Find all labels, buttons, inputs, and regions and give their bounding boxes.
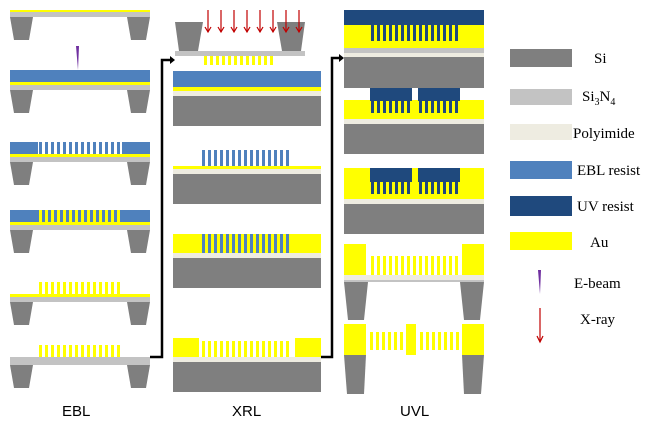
ebl-step-3	[10, 142, 150, 185]
uvl-step-4	[344, 244, 484, 320]
uvl-step-3	[344, 168, 484, 234]
x-ray-arrow-icon	[269, 9, 277, 33]
ebl-step-6	[10, 345, 150, 388]
legend-label-e-beam: E-beam	[574, 276, 621, 292]
x-ray-arrow-icon	[217, 9, 225, 33]
legend-label-polyimide: Polyimide	[573, 126, 635, 142]
x-ray-arrows	[204, 9, 303, 33]
e-beam-icon	[538, 270, 541, 294]
column-label-uvl: UVL	[400, 403, 429, 420]
xrl-step-3	[173, 150, 321, 204]
legend-swatch-si3n4	[510, 89, 572, 105]
uvl-step-5	[344, 324, 484, 394]
x-ray-arrow-icon	[256, 9, 264, 33]
xrl-step-1	[175, 9, 305, 65]
legend: Si Si3N4 Polyimide EBL resist UV resist …	[510, 49, 641, 344]
legend-label-uv-resist: UV resist	[577, 199, 635, 215]
xrl-step-2	[173, 71, 321, 126]
legend-label-x-ray: X-ray	[580, 312, 615, 328]
x-ray-arrow-icon	[282, 9, 290, 33]
legend-swatch-ebl-resist	[510, 161, 572, 179]
legend-label-ebl-resist: EBL resist	[577, 163, 641, 179]
legend-swatch-au	[510, 232, 572, 250]
ebl-to-xrl-connector	[150, 56, 175, 359]
xrl-step-4	[173, 234, 321, 288]
legend-swatch-polyimide	[510, 124, 572, 140]
ebl-step-4	[10, 210, 150, 253]
column-label-xrl: XRL	[232, 403, 261, 420]
ebl-step-2	[10, 46, 150, 113]
legend-swatch-uv-resist	[510, 196, 572, 216]
ebl-step-5	[10, 282, 150, 325]
legend-label-au: Au	[590, 235, 609, 251]
xrl-step-5	[173, 338, 321, 392]
uvl-column	[344, 10, 484, 394]
legend-swatch-si	[510, 49, 572, 67]
uvl-step-1	[344, 10, 484, 88]
e-beam-icon	[76, 46, 79, 70]
legend-label-si: Si	[594, 51, 607, 67]
x-ray-arrow-icon	[204, 9, 212, 33]
x-ray-arrow-icon	[243, 9, 251, 33]
uvl-step-2	[344, 88, 484, 154]
xrl-column	[173, 9, 321, 392]
xrl-to-uvl-connector	[321, 54, 344, 359]
ebl-column	[10, 10, 150, 388]
column-label-ebl: EBL	[62, 403, 90, 420]
x-ray-arrow-icon	[295, 9, 303, 33]
x-ray-arrow-icon	[536, 308, 544, 344]
ebl-step-1	[10, 10, 150, 40]
legend-label-si3n4: Si3N4	[582, 89, 615, 108]
x-ray-arrow-icon	[230, 9, 238, 33]
